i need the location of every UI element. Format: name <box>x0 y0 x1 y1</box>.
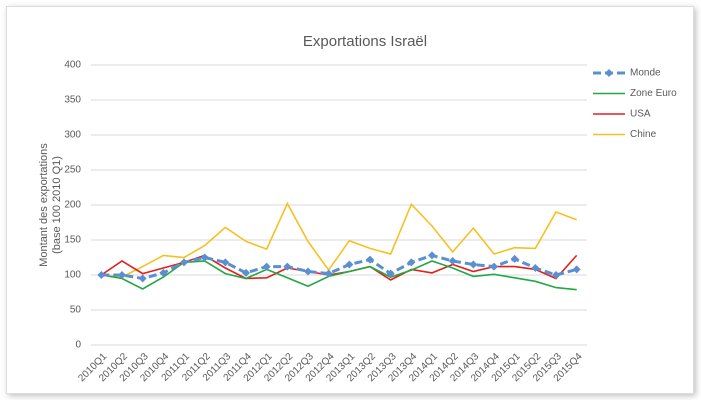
data-point <box>448 257 457 265</box>
y-tick-label: 0 <box>75 340 81 351</box>
data-point <box>510 254 519 263</box>
y-tick-label: 300 <box>64 130 81 141</box>
data-point <box>242 268 250 277</box>
data-point <box>304 267 312 276</box>
legend-label: USA <box>630 109 651 120</box>
series-line <box>101 260 577 291</box>
data-point <box>366 255 374 264</box>
legend-label: Zone Euro <box>630 88 677 99</box>
y-axis-label: (base 100 2010 Q1) <box>51 156 63 254</box>
data-point <box>345 260 354 269</box>
data-point <box>200 253 209 262</box>
legend-label: Chine <box>630 129 657 140</box>
y-tick-label: 200 <box>64 200 81 211</box>
data-point <box>324 269 333 278</box>
data-point <box>428 251 436 260</box>
legend-marker <box>605 69 613 77</box>
data-point <box>118 271 126 279</box>
y-tick-label: 250 <box>64 165 81 176</box>
data-point <box>386 269 395 278</box>
data-point <box>469 260 478 269</box>
data-point <box>490 262 498 271</box>
y-tick-label: 350 <box>64 95 81 106</box>
data-point <box>138 274 147 283</box>
data-point <box>531 264 540 272</box>
data-point <box>552 271 560 279</box>
series-line <box>101 253 578 281</box>
chart-card <box>6 6 694 394</box>
data-point <box>159 268 168 277</box>
data-point <box>407 258 416 267</box>
data-point <box>262 262 271 271</box>
data-point <box>221 258 230 267</box>
data-point <box>572 265 581 274</box>
series-line <box>101 201 577 278</box>
y-tick-label: 100 <box>64 270 81 281</box>
y-tick-label: 150 <box>64 235 81 246</box>
chart-title: Exportations Israël <box>303 33 427 50</box>
y-tick-label: 400 <box>64 60 81 71</box>
legend-label: Monde <box>630 68 661 79</box>
data-point <box>97 271 106 279</box>
y-tick-label: 50 <box>70 305 82 316</box>
data-point <box>283 262 292 271</box>
data-point <box>180 258 188 267</box>
y-axis-label: Montant des exportations <box>38 143 50 267</box>
